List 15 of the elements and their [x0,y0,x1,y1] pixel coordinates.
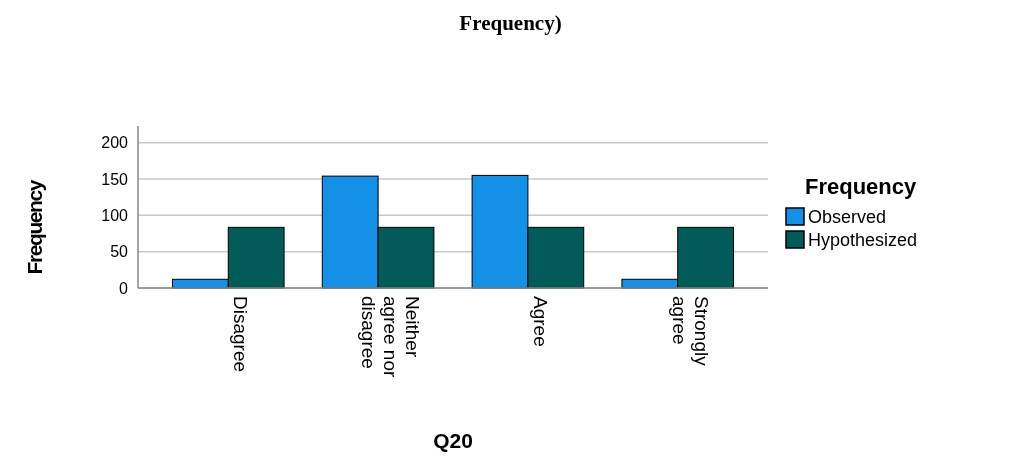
y-tick-label: 150 [101,170,129,188]
y-tick-label: 50 [110,243,129,261]
x-axis-title: Q20 [433,429,473,452]
y-tick-label: 0 [119,279,129,297]
x-tick-label: Neither agree nor disagree [358,296,424,379]
chart-title: Frequency) [459,11,562,35]
legend-label: Hypothesized [808,230,918,251]
y-tick-label: 100 [101,206,129,224]
x-tick-label: Strongly agree [668,296,712,367]
x-tick-label: Disagree [230,296,252,373]
x-tick-label: Agree [529,296,551,347]
y-axis-title: Frequency [23,179,46,275]
legend-title: Frequency [805,174,918,199]
legend-label: Observed [808,207,887,228]
y-tick-label: 200 [101,134,129,152]
